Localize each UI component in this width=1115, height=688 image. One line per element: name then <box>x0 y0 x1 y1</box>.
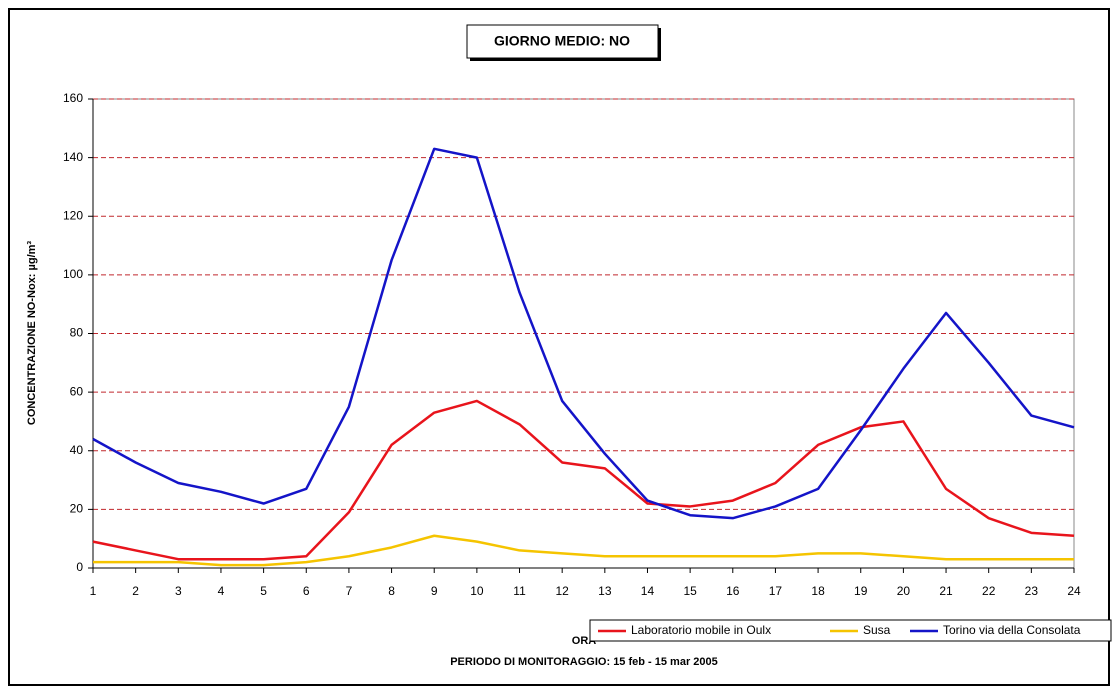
series-line <box>93 534 1074 567</box>
legend: Laboratorio mobile in Oulx Susa Torino via… <box>589 619 1112 642</box>
chart-title: GIORNO MEDIO: NO <box>494 33 630 49</box>
x-tick-label: 18 <box>811 584 825 598</box>
x-tick-label: 15 <box>683 584 697 598</box>
x-tick-label: 12 <box>555 584 569 598</box>
series-line <box>92 147 1075 520</box>
y-tick-label: 60 <box>70 384 84 398</box>
y-tick-label: 40 <box>70 443 84 457</box>
x-tick-label: 22 <box>982 584 996 598</box>
y-tick-label: 100 <box>63 267 83 281</box>
series-line <box>92 399 1075 561</box>
x-tick-label: 21 <box>939 584 953 598</box>
y-axis-label: CONCENTRAZIONE NO-Nox: µg/m³ <box>26 241 38 426</box>
x-tick-label: 10 <box>470 584 484 598</box>
x-tick-label: 20 <box>897 584 911 598</box>
x-tick-label: 7 <box>346 584 353 598</box>
y-tick-label: 120 <box>63 208 83 222</box>
x-tick-label: 11 <box>513 584 526 598</box>
y-tick-label: 80 <box>70 326 84 340</box>
y-tick-label: 140 <box>63 150 83 164</box>
x-tick-label: 17 <box>769 584 783 598</box>
chart-frame <box>8 8 1110 686</box>
x-tick-label: 6 <box>303 584 310 598</box>
x-tick-label: 4 <box>218 584 225 598</box>
x-tick-label: 16 <box>726 584 740 598</box>
x-tick-label: 3 <box>175 584 182 598</box>
legend-label: Susa <box>863 623 891 637</box>
x-tick-label: 5 <box>260 584 267 598</box>
x-tick-label: 23 <box>1025 584 1039 598</box>
x-tick-label: 24 <box>1067 584 1081 598</box>
x-tick-label: 9 <box>431 584 438 598</box>
y-tick-label: 0 <box>76 560 83 574</box>
legend-label: Laboratorio mobile in Oulx <box>631 623 771 637</box>
x-tick-label: 1 <box>90 584 97 598</box>
title-box <box>466 24 659 59</box>
subtitle: PERIODO DI MONITORAGGIO: 15 feb - 15 mar… <box>450 656 718 668</box>
x-tick-label: 8 <box>388 584 395 598</box>
x-tick-label: 13 <box>598 584 612 598</box>
x-tick-label: 14 <box>641 584 655 598</box>
x-tick-label: 2 <box>132 584 139 598</box>
legend-label: Torino via della Consolata <box>943 623 1081 637</box>
y-tick-label: 20 <box>70 502 84 516</box>
x-tick-label: 19 <box>854 584 868 598</box>
y-tick-label: 160 <box>63 91 83 105</box>
